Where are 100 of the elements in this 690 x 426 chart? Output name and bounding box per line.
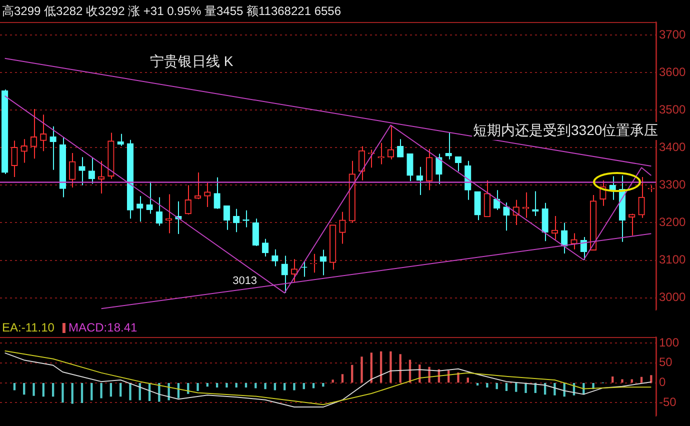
candlestick — [290, 258, 298, 283]
bar — [650, 375, 652, 383]
candlestick — [204, 182, 211, 208]
candlestick — [387, 124, 394, 160]
candlestick — [522, 192, 530, 218]
bar — [32, 382, 35, 396]
candlestick — [136, 196, 144, 222]
annotation: 短期内还是受到3320位置承压 — [472, 122, 660, 140]
bar — [390, 351, 392, 383]
bar — [524, 382, 527, 394]
y-tick-label: 0 — [659, 375, 666, 390]
candlestick — [397, 138, 404, 158]
candlestick — [339, 211, 346, 244]
candlestick — [69, 152, 76, 188]
bar — [23, 382, 26, 395]
candlestick — [184, 184, 192, 215]
bar — [264, 382, 266, 390]
candlestick — [310, 253, 317, 274]
candlestick — [146, 180, 153, 214]
candlestick — [88, 157, 95, 184]
y-tick-label: 3000 — [659, 290, 686, 304]
candlestick — [561, 222, 568, 254]
bar — [62, 382, 64, 403]
candlestick — [78, 156, 86, 186]
candlestick — [474, 191, 481, 221]
text: 宁贵银日线 K — [150, 53, 234, 71]
candlestick — [50, 126, 56, 170]
candlestick — [20, 138, 28, 164]
bar — [351, 364, 354, 383]
y-tick-label: 50 — [659, 355, 673, 370]
y-tick-label: 3300 — [659, 178, 686, 192]
candlestick — [272, 248, 278, 267]
candlestick — [223, 205, 230, 230]
bar — [284, 382, 286, 390]
bar — [226, 382, 228, 388]
bar — [110, 382, 112, 397]
y-tick-label: 3700 — [659, 27, 686, 42]
y-tick-label: 3200 — [659, 215, 686, 230]
candlestick — [570, 232, 578, 250]
bar — [515, 382, 518, 392]
candlestick — [436, 153, 442, 185]
candlestick — [40, 114, 47, 152]
bar — [466, 378, 469, 383]
legend-label: MACD:18.41 — [68, 320, 138, 334]
bar — [90, 382, 93, 400]
bar — [71, 382, 74, 404]
candlestick — [406, 153, 414, 182]
candlestick — [426, 148, 433, 191]
bar — [129, 382, 132, 400]
bar — [100, 382, 102, 398]
bar — [274, 382, 276, 390]
bar — [42, 382, 44, 397]
bar — [612, 376, 614, 383]
bar — [312, 382, 315, 388]
bar — [235, 382, 238, 388]
candlestick — [445, 132, 452, 160]
bar — [486, 382, 488, 388]
bar — [457, 372, 460, 383]
candlestick — [233, 208, 240, 233]
bar — [496, 382, 498, 390]
bar — [244, 382, 248, 388]
bar — [80, 382, 84, 403]
text: 高3299 低3282 收3292 涨 +31 0.95% 量3455 额11368221 6556 — [2, 3, 342, 20]
bar — [621, 379, 624, 383]
bar — [332, 380, 334, 383]
candlestick — [358, 146, 366, 181]
candlestick — [503, 202, 510, 232]
bar — [554, 382, 556, 396]
bar — [196, 382, 199, 392]
bar — [360, 356, 363, 383]
candlestick — [281, 255, 288, 294]
y-tick-label: 100 — [659, 335, 680, 350]
y-tick-label: 3600 — [659, 64, 686, 79]
candlestick — [252, 218, 259, 247]
candlestick — [11, 140, 18, 178]
series-label: EA:-11.10 — [2, 320, 55, 334]
candlestick — [542, 202, 548, 242]
y-tick-label: 3500 — [659, 102, 686, 116]
candlestick — [30, 108, 38, 160]
bar — [476, 382, 479, 386]
bar — [13, 382, 16, 390]
candlestick — [638, 176, 645, 218]
bar — [293, 382, 296, 390]
bar — [341, 374, 344, 383]
y-tick-label: -50 — [659, 394, 677, 409]
candlestick — [484, 180, 491, 218]
bar — [216, 382, 218, 388]
bar — [322, 382, 324, 387]
bar — [302, 382, 305, 390]
bar — [52, 382, 54, 397]
bar — [120, 382, 122, 397]
candlestick — [156, 196, 163, 226]
y-tick-label: 3100 — [659, 252, 686, 267]
candlestick — [416, 166, 423, 196]
y-tick-label: 3400 — [659, 140, 686, 154]
candlestick — [214, 176, 220, 210]
candlestick — [609, 176, 616, 200]
candlestick — [628, 213, 636, 236]
candlestick — [320, 249, 327, 276]
annotation: 3013 — [232, 274, 258, 287]
